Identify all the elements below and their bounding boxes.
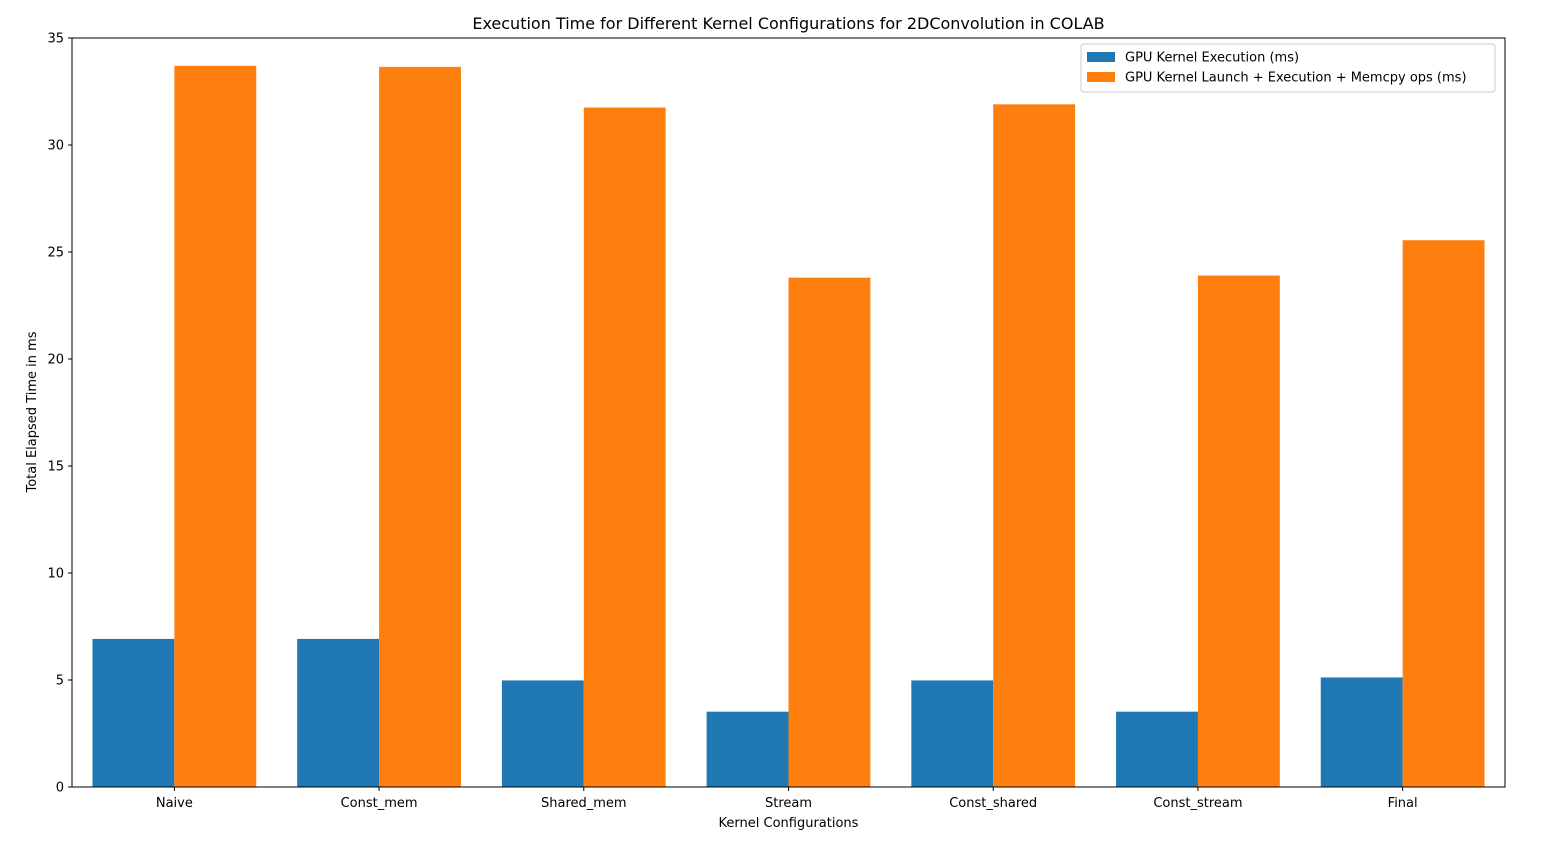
y-tick-label: 25 — [47, 246, 64, 261]
legend-box — [1080, 43, 1496, 93]
bar-launch-execution-memcpy-const_stream — [1197, 275, 1280, 787]
bar-launch-execution-memcpy-stream — [788, 277, 871, 787]
bar-kernel-execution-shared_mem — [501, 680, 584, 787]
bar-kernel-execution-naive — [92, 638, 175, 787]
y-tick-label: 30 — [47, 139, 64, 154]
y-axis-label: Total Elapsed Time in ms — [25, 331, 40, 493]
legend-label: GPU Kernel Execution (ms) — [1125, 51, 1299, 66]
bar-launch-execution-memcpy-shared_mem — [583, 107, 666, 788]
bars-layer — [92, 65, 1485, 788]
bar-launch-execution-memcpy-naive — [174, 65, 257, 787]
bar-launch-execution-memcpy-const_shared — [993, 104, 1076, 788]
chart-title: Execution Time for Different Kernel Conf… — [472, 14, 1104, 33]
y-tick-label: 15 — [47, 460, 64, 475]
legend: GPU Kernel Execution (ms) GPU Kernel Laun… — [1080, 43, 1496, 93]
y-tick-label: 10 — [47, 567, 64, 582]
x-tick-label: Naive — [156, 796, 193, 811]
x-tick-label: Const_shared — [949, 796, 1037, 811]
legend-swatch — [1087, 72, 1115, 82]
y-tick-label: 5 — [56, 674, 64, 689]
bar-kernel-execution-const_stream — [1116, 711, 1198, 787]
x-tick-label: Final — [1388, 796, 1418, 811]
x-tick-label: Const_stream — [1153, 796, 1242, 811]
x-tick-label: Shared_mem — [541, 796, 627, 811]
bar-kernel-execution-final — [1320, 677, 1403, 787]
bar-launch-execution-memcpy-const_mem — [379, 66, 461, 787]
x-tick-label: Stream — [765, 796, 812, 811]
bar-kernel-execution-const_mem — [297, 638, 380, 787]
axes-layer: Naive Const_mem Shared_mem Stream Const_shar… — [47, 32, 1506, 811]
legend-swatch — [1087, 52, 1115, 62]
bar-kernel-execution-const_shared — [911, 680, 994, 787]
bar-launch-execution-memcpy-final — [1402, 240, 1485, 788]
y-tick-label: 20 — [47, 353, 64, 368]
x-axis-label: Kernel Configurations — [719, 816, 859, 831]
y-tick-label: 35 — [47, 32, 64, 47]
y-tick-label: 0 — [56, 781, 64, 796]
x-tick-label: Const_mem — [341, 796, 418, 811]
bar-kernel-execution-stream — [706, 711, 789, 787]
legend-label: GPU Kernel Launch + Execution + Memcpy o… — [1125, 71, 1467, 86]
